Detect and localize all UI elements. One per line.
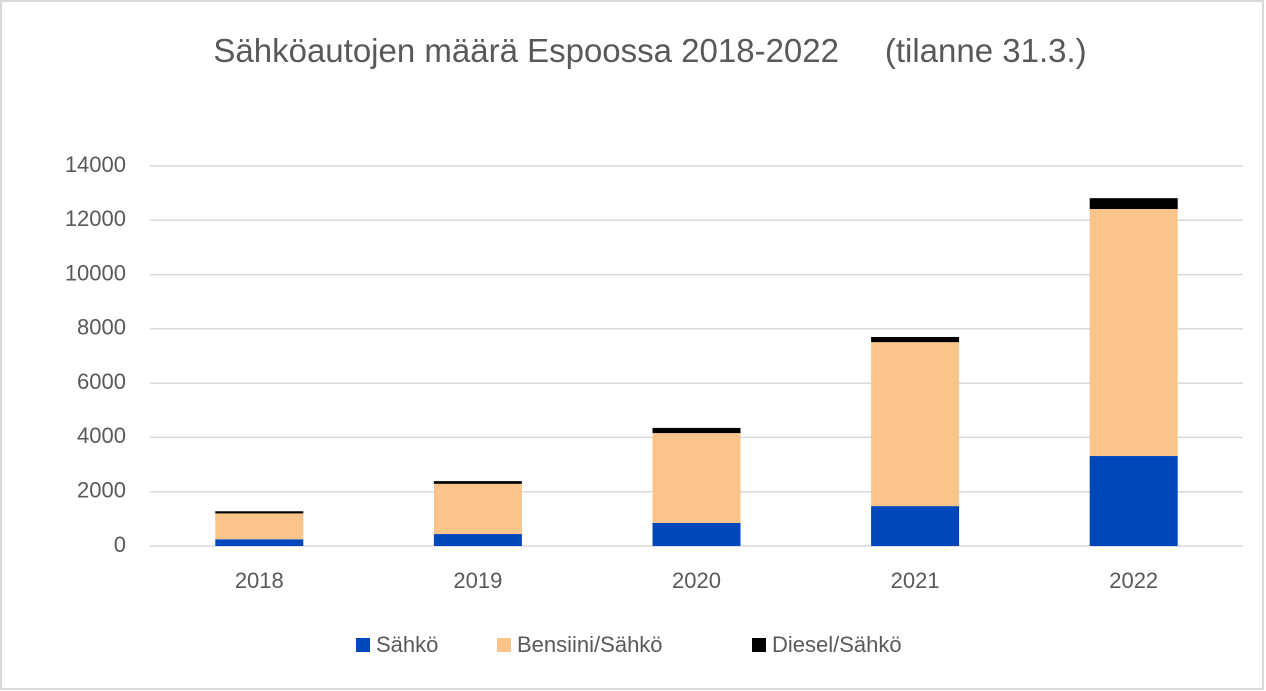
bar-segment (871, 506, 960, 546)
bar-segment (1089, 198, 1178, 210)
x-tick-label: 2020 (672, 568, 721, 593)
x-tick-label: 2019 (453, 568, 502, 593)
x-tick-label: 2018 (235, 568, 284, 593)
y-tick-label: 12000 (65, 206, 126, 231)
y-tick-label: 6000 (77, 369, 126, 394)
legend-label: Sähkö (376, 632, 438, 657)
bar-segment (433, 483, 522, 535)
bar-segment (215, 513, 304, 540)
bar-segment (871, 337, 960, 343)
legend-label: Bensiini/Sähkö (517, 632, 663, 657)
x-tick-label: 2022 (1109, 568, 1158, 593)
bar-segment (1089, 456, 1178, 546)
x-tick-label: 2021 (891, 568, 940, 593)
bar-segment (652, 433, 741, 523)
y-tick-label: 8000 (77, 315, 126, 340)
y-tick-label: 2000 (77, 478, 126, 503)
bar-segment (433, 534, 522, 546)
legend-swatch (356, 638, 370, 652)
y-tick-label: 14000 (65, 152, 126, 177)
y-tick-label: 4000 (77, 423, 126, 448)
legend-label: Diesel/Sähkö (772, 632, 902, 657)
legend-swatch (752, 638, 766, 652)
bar-segment (652, 427, 741, 434)
bar-segment (871, 342, 960, 507)
chart-title: Sähköautojen määrä Espoossa 2018-2022 (t… (213, 32, 1087, 69)
bar-segment (215, 511, 304, 514)
y-tick-label: 10000 (65, 260, 126, 285)
bar-segment (215, 539, 304, 546)
bar-segment (433, 481, 522, 484)
legend-swatch (497, 638, 511, 652)
bar-segment (652, 522, 741, 546)
bar-segment (1089, 209, 1178, 457)
y-tick-label: 0 (114, 532, 126, 557)
